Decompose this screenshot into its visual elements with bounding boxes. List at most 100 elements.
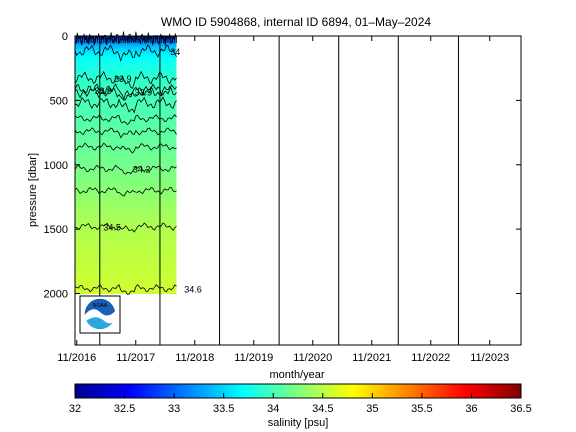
heatmap-cell xyxy=(75,68,177,71)
heatmap-cell xyxy=(75,78,177,81)
heatmap-cell xyxy=(75,230,177,233)
heatmap-cell xyxy=(75,163,177,166)
heatmap-cell xyxy=(75,220,177,222)
colorbar-label: salinity [psu] xyxy=(268,417,329,429)
contour-label: 33.9 xyxy=(114,74,132,84)
heatmap-cell xyxy=(75,211,177,213)
heatmap-cell xyxy=(75,276,177,279)
colorbar-tick-label: 32 xyxy=(69,403,81,415)
heatmap-cell xyxy=(75,240,177,243)
heatmap-cell xyxy=(75,279,177,282)
heatmap-cell xyxy=(75,205,177,208)
heatmap-cell xyxy=(75,242,177,244)
heatmap-cell xyxy=(75,83,177,86)
heatmap-cell xyxy=(75,50,177,53)
heatmap-cell xyxy=(75,172,177,175)
heatmap-cell xyxy=(75,122,177,125)
heatmap-cell xyxy=(75,185,177,188)
heatmap-cell xyxy=(75,149,177,152)
heatmap-cell xyxy=(75,87,177,90)
heatmap-cell xyxy=(75,90,177,92)
heatmap-cell xyxy=(75,166,177,168)
heatmap-cell xyxy=(75,182,177,185)
heatmap-cell xyxy=(75,66,177,69)
heatmap-cell xyxy=(75,64,177,67)
heatmap-cell xyxy=(75,269,177,271)
heatmap-cell xyxy=(75,86,177,89)
heatmap-cell xyxy=(75,260,177,262)
heatmap-cell xyxy=(75,214,177,217)
x-tick-label: 11/2020 xyxy=(293,352,332,364)
heatmap-cell xyxy=(75,113,177,116)
heatmap-cell xyxy=(75,275,177,278)
heatmap-cell xyxy=(75,267,177,270)
heatmap-cell xyxy=(75,232,177,235)
heatmap-cell xyxy=(75,123,177,126)
colorbar-tick-label: 35.5 xyxy=(411,403,432,415)
heatmap-cell xyxy=(75,51,177,54)
heatmap-cell xyxy=(75,180,177,183)
heatmap-cell xyxy=(75,209,177,212)
heatmap-cell xyxy=(75,173,177,176)
heatmap-cell xyxy=(75,129,177,132)
heatmap-cell xyxy=(75,249,177,252)
heatmap-cell xyxy=(75,186,177,189)
heatmap-cell xyxy=(75,48,177,51)
colorbar-tick-label: 36 xyxy=(465,403,477,415)
heatmap-cell xyxy=(75,202,177,204)
heatmap-cell xyxy=(75,265,177,268)
contour-label: 33.9 xyxy=(95,86,113,96)
heatmap-cell xyxy=(75,93,177,96)
heatmap-cell xyxy=(75,77,177,80)
heatmap-cell xyxy=(75,283,177,286)
x-tick-label: 11/2019 xyxy=(234,352,273,364)
heatmap-cell xyxy=(75,190,177,193)
x-tick-label: 11/2023 xyxy=(470,352,509,364)
heatmap-cell xyxy=(75,212,177,215)
heatmap-cell xyxy=(75,167,177,170)
heatmap-cell xyxy=(75,162,177,165)
heatmap-cell xyxy=(75,238,177,241)
salinity-heatmap xyxy=(75,36,177,295)
heatmap-cell xyxy=(75,160,177,163)
heatmap-cell xyxy=(75,245,177,248)
heatmap-cell xyxy=(75,43,177,46)
contour-label: 34.6 xyxy=(184,284,202,294)
heatmap-cell xyxy=(75,96,177,99)
x-tick-label: 11/2016 xyxy=(57,352,96,364)
heatmap-cell xyxy=(75,117,177,119)
heatmap-cell xyxy=(75,52,177,55)
heatmap-cell xyxy=(75,106,177,109)
heatmap-cell xyxy=(75,84,177,87)
heatmap-cell xyxy=(75,187,177,190)
heatmap-cell xyxy=(75,141,177,144)
heatmap-cell xyxy=(75,258,177,261)
heatmap-cell xyxy=(75,110,177,113)
heatmap-cell xyxy=(75,157,177,159)
heatmap-cell xyxy=(75,79,177,82)
heatmap-cell xyxy=(75,132,177,135)
heatmap-cell xyxy=(75,217,177,220)
heatmap-cell xyxy=(75,271,177,274)
yearly-vertical-lines xyxy=(99,36,459,345)
heatmap-cell xyxy=(75,59,177,62)
heatmap-cell xyxy=(75,203,177,206)
colorbar-tick-label: 34.5 xyxy=(312,403,333,415)
heatmap-cell xyxy=(75,142,177,145)
heatmap-cell xyxy=(75,154,177,157)
plot-frame xyxy=(74,35,522,346)
x-axis-label: month/year xyxy=(269,369,324,381)
heatmap-cell xyxy=(75,189,177,192)
heatmap-cell xyxy=(75,252,177,255)
heatmap-cell xyxy=(75,133,177,136)
colorbar-tick-label: 36.5 xyxy=(510,403,531,415)
y-axis-label: pressure [dbar] xyxy=(27,153,39,227)
heatmap-cell xyxy=(75,285,177,288)
heatmap-cell xyxy=(75,81,177,83)
heatmap-cell xyxy=(75,75,177,78)
heatmap-cell xyxy=(75,146,177,149)
heatmap-cell xyxy=(75,274,177,277)
heatmap-cell xyxy=(75,95,177,98)
heatmap-cell xyxy=(75,200,177,203)
